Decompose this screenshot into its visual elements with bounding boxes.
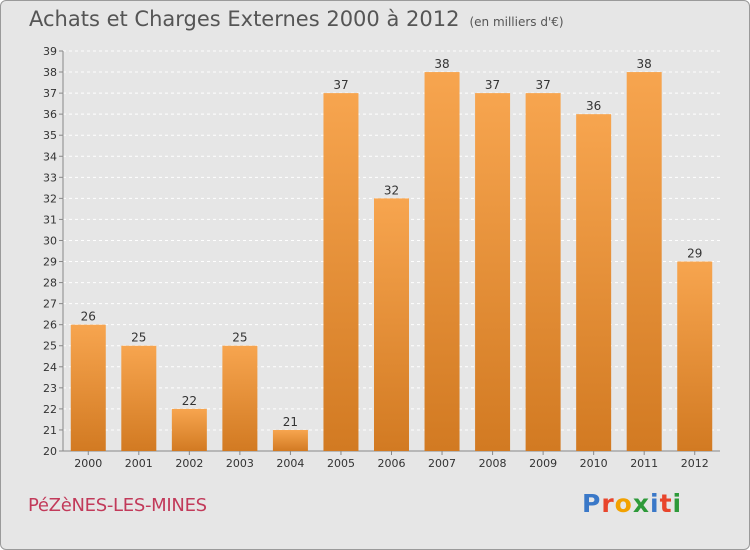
y-tick-label: 38 xyxy=(43,66,57,79)
bar xyxy=(374,198,409,451)
bar-value-label: 38 xyxy=(637,57,652,71)
bar xyxy=(424,72,460,451)
y-tick-label: 23 xyxy=(43,382,57,395)
y-tick-label: 29 xyxy=(43,256,57,269)
x-tick-label: 2009 xyxy=(529,457,557,470)
bar-value-label: 37 xyxy=(333,78,348,92)
x-tick-label: 2008 xyxy=(479,457,507,470)
x-tick-label: 2011 xyxy=(630,457,658,470)
y-tick-label: 32 xyxy=(43,192,57,205)
x-tick-label: 2007 xyxy=(428,457,456,470)
y-tick-label: 37 xyxy=(43,87,57,100)
x-tick-label: 2002 xyxy=(175,457,203,470)
bar xyxy=(525,93,561,452)
x-tick-label: 2005 xyxy=(327,457,355,470)
x-tick-label: 2012 xyxy=(681,457,709,470)
bar-value-label: 37 xyxy=(535,78,550,92)
bar-value-label: 26 xyxy=(81,310,96,324)
y-tick-label: 27 xyxy=(43,298,57,311)
bar xyxy=(70,324,106,451)
y-tick-label: 25 xyxy=(43,340,57,353)
bar-value-label: 38 xyxy=(434,57,449,71)
bar-value-label: 21 xyxy=(283,415,298,429)
bar xyxy=(121,345,157,451)
bar xyxy=(272,429,308,451)
bar xyxy=(677,261,713,451)
proxiti-logo: Proxiti xyxy=(582,489,683,518)
y-tick-label: 39 xyxy=(43,45,57,58)
chart-title-text: Achats et Charges Externes 2000 à 2012 xyxy=(29,7,460,31)
x-tick-label: 2006 xyxy=(378,457,406,470)
bar-value-label: 29 xyxy=(687,247,702,261)
bar-value-label: 25 xyxy=(232,331,247,345)
bar-value-label: 22 xyxy=(182,394,197,408)
bar xyxy=(475,93,511,452)
bar xyxy=(626,72,662,451)
y-tick-label: 22 xyxy=(43,403,57,416)
y-tick-label: 21 xyxy=(43,424,57,437)
y-tick-label: 24 xyxy=(43,361,57,374)
y-tick-label: 31 xyxy=(43,213,57,226)
x-tick-label: 2001 xyxy=(125,457,153,470)
y-tick-label: 28 xyxy=(43,277,57,290)
y-tick-label: 34 xyxy=(43,150,57,163)
bar-value-label: 36 xyxy=(586,99,601,113)
x-tick-label: 2010 xyxy=(580,457,608,470)
x-tick-label: 2003 xyxy=(226,457,254,470)
y-tick-label: 30 xyxy=(43,234,57,247)
bar-value-label: 32 xyxy=(384,183,399,197)
x-tick-label: 2004 xyxy=(276,457,304,470)
bar xyxy=(576,114,612,451)
bar-value-label: 25 xyxy=(131,331,146,345)
y-tick-label: 33 xyxy=(43,171,57,184)
chart-title: Achats et Charges Externes 2000 à 2012 (e… xyxy=(29,7,564,31)
bar xyxy=(222,345,258,451)
x-tick-label: 2000 xyxy=(74,457,102,470)
bar-value-label: 37 xyxy=(485,78,500,92)
bar xyxy=(323,93,359,452)
bar xyxy=(171,408,207,451)
chart-subtitle: (en milliers d'€) xyxy=(469,15,564,29)
y-tick-label: 26 xyxy=(43,319,57,332)
y-tick-label: 20 xyxy=(43,445,57,458)
commune-name: PéZèNES-LES-MINES xyxy=(28,495,207,516)
y-tick-label: 35 xyxy=(43,129,57,142)
y-tick-label: 36 xyxy=(43,108,57,121)
